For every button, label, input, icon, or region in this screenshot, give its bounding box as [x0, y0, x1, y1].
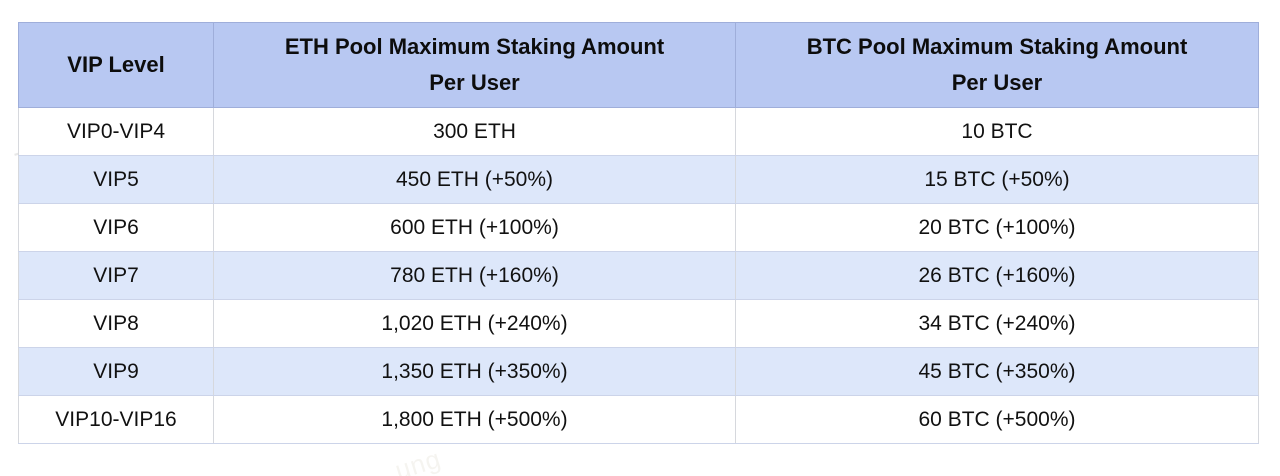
eth-amount-cell: 1,020 ETH (+240%) [213, 299, 736, 348]
table-row: VIP6 600 ETH (+100%) 20 BTC (+100%) [18, 203, 1259, 252]
vip-level-cell: VIP0-VIP4 [18, 107, 214, 156]
header-label-line2: Per User [951, 70, 1043, 95]
table-row: VIP8 1,020 ETH (+240%) 34 BTC (+240%) [18, 299, 1259, 348]
header-label-line1: BTC Pool Maximum Staking Amount [806, 34, 1188, 59]
header-label: VIP Level [67, 52, 165, 77]
eth-amount-cell: 600 ETH (+100%) [213, 203, 736, 252]
header-cell-eth-pool: ETH Pool Maximum Staking Amount Per User [213, 22, 736, 108]
eth-amount-cell: 1,800 ETH (+500%) [213, 395, 736, 444]
btc-amount-cell: 45 BTC (+350%) [735, 347, 1259, 396]
table-row: VIP5 450 ETH (+50%) 15 BTC (+50%) [18, 155, 1259, 204]
table-head: VIP Level ETH Pool Maximum Staking Amoun… [18, 22, 1259, 108]
btc-amount-cell: 10 BTC [735, 107, 1259, 156]
header-cell-vip-level: VIP Level [18, 22, 214, 108]
vip-level-cell: VIP6 [18, 203, 214, 252]
vip-level-cell: VIP5 [18, 155, 214, 204]
header-label-line2: Per User [429, 70, 520, 95]
vip-staking-table: VIP Level ETH Pool Maximum Staking Amoun… [18, 22, 1259, 444]
btc-amount-cell: 34 BTC (+240%) [735, 299, 1259, 348]
header-cell-btc-pool: BTC Pool Maximum Staking Amount Per User [735, 22, 1259, 108]
vip-level-cell: VIP8 [18, 299, 214, 348]
vip-level-cell: VIP10-VIP16 [18, 395, 214, 444]
table-row: VIP0-VIP4 300 ETH 10 BTC [18, 107, 1259, 156]
eth-amount-cell: 450 ETH (+50%) [213, 155, 736, 204]
table-header-row: VIP Level ETH Pool Maximum Staking Amoun… [18, 22, 1259, 108]
watermark-text: ung [391, 443, 445, 476]
vip-level-cell: VIP7 [18, 251, 214, 300]
btc-amount-cell: 20 BTC (+100%) [735, 203, 1259, 252]
table-row: VIP9 1,350 ETH (+350%) 45 BTC (+350%) [18, 347, 1259, 396]
eth-amount-cell: 300 ETH [213, 107, 736, 156]
table-body: VIP0-VIP4 300 ETH 10 BTC VIP5 450 ETH (+… [18, 107, 1259, 444]
vip-level-cell: VIP9 [18, 347, 214, 396]
eth-amount-cell: 1,350 ETH (+350%) [213, 347, 736, 396]
btc-amount-cell: 60 BTC (+500%) [735, 395, 1259, 444]
btc-amount-cell: 15 BTC (+50%) [735, 155, 1259, 204]
table-row: VIP7 780 ETH (+160%) 26 BTC (+160%) [18, 251, 1259, 300]
table-row: VIP10-VIP16 1,800 ETH (+500%) 60 BTC (+5… [18, 395, 1259, 444]
btc-amount-cell: 26 BTC (+160%) [735, 251, 1259, 300]
header-label-line1: ETH Pool Maximum Staking Amount [284, 34, 665, 59]
eth-amount-cell: 780 ETH (+160%) [213, 251, 736, 300]
